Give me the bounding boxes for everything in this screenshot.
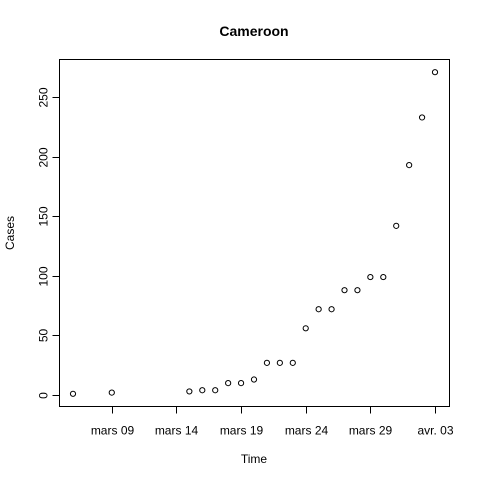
y-axis: 0 50 100 150 200 250 [37,87,60,399]
y-tick-label: 150 [37,206,51,226]
x-tick-label: mars 29 [349,424,393,438]
data-point [108,389,115,396]
plot-frame [59,59,450,407]
y-tick-label: 100 [37,266,51,286]
data-point [380,273,387,281]
chart-title: Cameroon [219,23,288,39]
data-point [225,379,232,387]
data-point [354,287,361,294]
data-point [431,69,439,76]
x-tick-label: mars 09 [91,424,135,438]
x-axis: mars 09 mars 14 mars 19 mars 24 mars 29 avr. … [91,406,454,438]
data-point [263,359,271,366]
x-tick-label: mars 24 [285,424,329,438]
data-point [302,325,309,332]
y-tick-label: 0 [37,392,51,399]
y-tick-label: 50 [37,329,51,343]
data-point [367,273,374,281]
y-tick-label: 250 [37,87,51,107]
data-point [237,379,245,387]
data-point [328,306,335,313]
data-point [69,390,77,397]
x-tick-label: mars 14 [155,424,199,438]
x-tick-label: avr. 03 [417,424,453,438]
x-axis-label: Time [241,452,268,466]
data-point [289,359,296,366]
data-point [199,387,206,394]
data-point [186,388,193,395]
data-point [393,222,400,229]
data-point [250,376,258,383]
data-point [315,306,322,313]
data-points [69,69,439,397]
data-point [276,359,283,366]
data-point [341,287,348,294]
data-point [406,162,413,169]
data-point [212,387,219,394]
y-axis-label: Cases [3,216,17,250]
x-tick-label: mars 19 [220,424,264,438]
y-tick-label: 200 [37,147,51,167]
data-point [418,114,426,121]
